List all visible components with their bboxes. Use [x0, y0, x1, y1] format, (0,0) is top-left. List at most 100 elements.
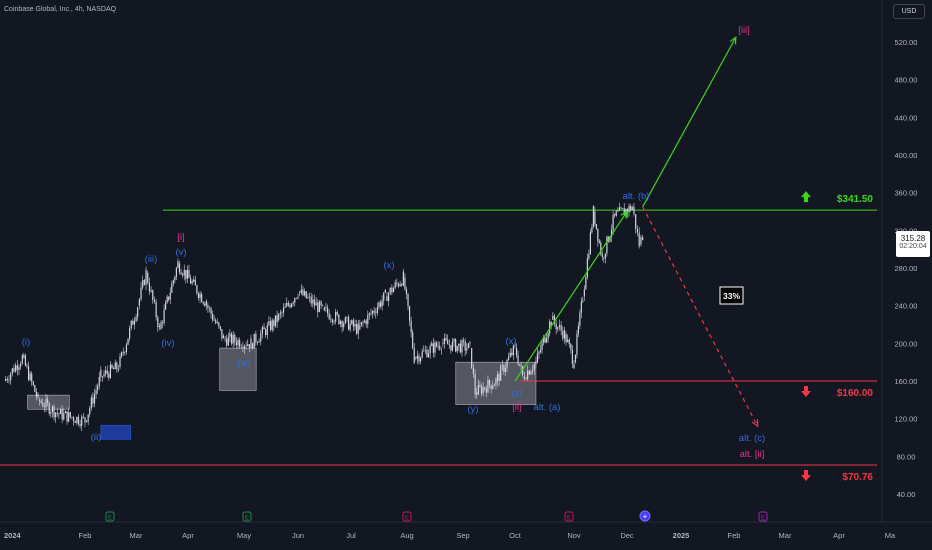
candle-body: [34, 385, 36, 393]
candle-body: [204, 303, 206, 307]
candle-body: [160, 322, 162, 330]
currency-button[interactable]: USD: [893, 4, 925, 19]
candle-body: [40, 400, 42, 403]
candle-body: [595, 223, 597, 229]
candle-body: [286, 302, 288, 307]
candle-body: [205, 300, 207, 306]
candle-body: [623, 208, 625, 215]
candle-body: [245, 345, 247, 347]
x-tick-label: Mar: [779, 531, 792, 540]
candle-body: [386, 296, 388, 301]
candle-body: [615, 211, 617, 217]
candle-body: [642, 237, 644, 241]
candle-body: [506, 360, 508, 368]
candle-body: [163, 309, 165, 323]
candle-body: [47, 399, 49, 404]
wave-label: (z): [511, 388, 522, 399]
candle-body: [423, 350, 425, 352]
candle-body: [74, 421, 76, 423]
candle-body: [210, 308, 212, 315]
target-zone-box: [100, 424, 132, 440]
wave-label: (v): [175, 247, 186, 258]
up-arrow-icon: [801, 191, 811, 203]
candle-body: [420, 357, 422, 362]
candle-body: [185, 269, 187, 279]
candle-body: [426, 349, 428, 358]
candle-body: [169, 292, 171, 300]
candle-body: [153, 299, 156, 302]
target-zone-box: [27, 394, 70, 410]
candle-body: [111, 364, 113, 368]
candle-body: [92, 397, 94, 404]
candle-body: [326, 307, 329, 314]
candle-body: [520, 365, 522, 367]
x-tick-label: 2024: [4, 531, 22, 540]
candle-body: [35, 392, 37, 397]
candle-body: [601, 254, 603, 257]
candle-body: [408, 306, 411, 321]
candle-body: [171, 283, 173, 293]
candle-body: [320, 301, 322, 306]
candle-body: [29, 373, 31, 380]
candle-body: [440, 348, 442, 350]
candle-body: [299, 291, 301, 293]
candle-body: [15, 365, 17, 372]
candle-body: [278, 314, 280, 320]
candle-body: [354, 324, 356, 327]
price-axis-panel: [882, 0, 932, 550]
candle-body: [352, 320, 354, 327]
candle-body: [427, 353, 430, 358]
candle-body: [87, 414, 89, 422]
candle-body: [413, 348, 415, 363]
candle-body: [538, 351, 540, 354]
candle-body: [108, 373, 110, 378]
candle-body: [222, 335, 225, 339]
candle-body: [432, 343, 434, 353]
candle-body: [208, 307, 211, 309]
x-tick-label: Sep: [456, 531, 469, 540]
candle-body: [289, 305, 291, 308]
impulse-arrow: [514, 211, 628, 382]
candle-body: [375, 312, 377, 314]
candle-body: [31, 373, 33, 382]
candle-body: [51, 406, 54, 413]
bearish-projection-arrow: [642, 206, 759, 427]
wave-label: (x): [505, 336, 516, 347]
candle-body: [318, 301, 321, 312]
candle-body: [227, 336, 229, 346]
wave-label: (iii): [145, 254, 158, 265]
candle-body: [347, 317, 350, 330]
candle-body: [567, 339, 569, 342]
candle-body: [216, 322, 218, 324]
candle-body: [193, 279, 195, 282]
candle-body: [523, 376, 525, 379]
candle-body: [631, 206, 633, 211]
candle-body: [439, 346, 441, 349]
probability-label: 33%: [723, 291, 740, 301]
candle-body: [388, 293, 390, 301]
candle-body: [592, 206, 595, 227]
candle-body: [113, 367, 115, 370]
candle-body: [405, 289, 408, 294]
candle-body: [263, 327, 265, 330]
candle-body: [367, 314, 369, 325]
candle-body: [472, 368, 474, 375]
candle-body: [305, 291, 307, 299]
candle-body: [93, 394, 96, 404]
candle-body: [16, 365, 18, 370]
candle-body: [133, 320, 136, 325]
candle-body: [557, 327, 559, 330]
candle-body: [496, 374, 499, 382]
y-tick-label: 240.00: [895, 302, 918, 311]
candle-body: [61, 409, 63, 420]
candle-body: [148, 282, 151, 292]
candle-body: [514, 344, 516, 346]
candle-body: [76, 416, 78, 423]
down-arrow-icon: [801, 386, 811, 398]
candle-body: [132, 320, 134, 325]
candle-body: [250, 338, 252, 348]
candle-body: [448, 344, 450, 346]
candle-body: [130, 320, 132, 329]
candle-body: [10, 373, 12, 381]
